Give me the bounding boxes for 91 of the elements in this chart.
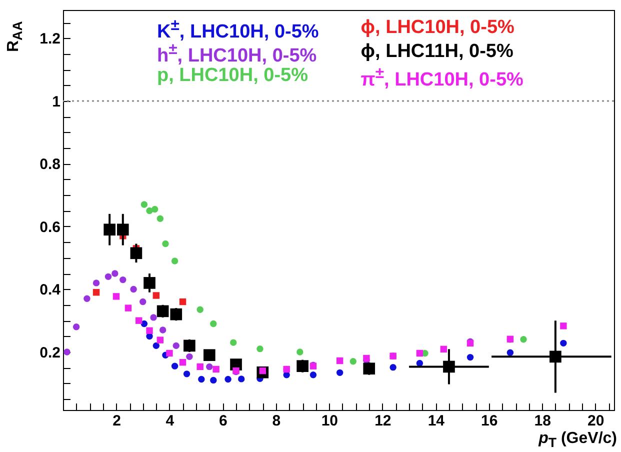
point — [350, 358, 356, 365]
point — [179, 358, 186, 366]
point — [156, 215, 164, 222]
x-tick-label: 4 — [166, 412, 175, 430]
x-tick-label: 18 — [534, 412, 551, 430]
point — [198, 376, 205, 383]
text: K$^{±}$, LHC10H, 0-5% — [157, 17, 319, 42]
point — [162, 240, 169, 248]
point — [152, 292, 160, 299]
y-tick-label: 1.2 — [40, 30, 60, 48]
point — [212, 366, 220, 373]
point — [151, 206, 158, 213]
point — [560, 340, 567, 347]
x-tick-label: 10 — [321, 412, 338, 430]
point — [84, 295, 90, 302]
point — [140, 298, 146, 306]
point — [179, 298, 186, 306]
text: h$^{±}$, LHC10H, 0-5% — [157, 41, 318, 66]
point — [104, 273, 112, 280]
point — [296, 360, 308, 372]
point — [196, 306, 204, 313]
point — [124, 304, 132, 312]
y-tick-label: 0.8 — [40, 156, 60, 174]
point — [120, 276, 126, 284]
point — [170, 308, 182, 320]
point — [416, 350, 424, 357]
x-tick-label: 12 — [374, 412, 392, 430]
point — [72, 324, 80, 330]
point — [560, 322, 567, 330]
point — [171, 362, 178, 370]
point — [238, 376, 245, 382]
text: π$^{±}$, LHC10H, 0-5% — [360, 65, 524, 90]
text: ϕ, LHC10H, 0-5% — [360, 17, 516, 40]
point — [206, 363, 213, 370]
point — [140, 320, 148, 328]
point — [230, 339, 237, 346]
x-axis-title: p$_{T}$ (GeV/c) — [538, 430, 617, 450]
x-tick-label: 2 — [112, 412, 121, 430]
point — [152, 342, 160, 350]
point — [130, 247, 142, 260]
y-tick-label: 0.4 — [40, 282, 62, 299]
point — [64, 348, 70, 356]
point — [112, 293, 120, 300]
point — [336, 357, 344, 364]
point — [140, 201, 148, 208]
point — [112, 270, 118, 277]
point — [184, 340, 196, 352]
x-tick-label: 6 — [219, 412, 228, 430]
y-tick-label: 0.6 — [40, 218, 60, 236]
x-tick-label: 16 — [481, 412, 498, 430]
text: ϕ, LHC11H, 0-5% — [360, 41, 514, 64]
point — [156, 336, 164, 344]
point — [104, 224, 116, 236]
point — [203, 349, 216, 362]
point — [506, 349, 514, 356]
point — [144, 277, 156, 289]
point — [440, 346, 447, 352]
point — [92, 289, 100, 296]
point — [146, 327, 153, 334]
point — [150, 314, 157, 321]
point — [210, 320, 217, 328]
point — [183, 370, 190, 378]
y-tick-label: 1 — [52, 93, 60, 110]
text: p, LHC10H, 0-5% — [157, 65, 309, 88]
point — [390, 364, 396, 371]
point — [296, 348, 304, 356]
point — [159, 326, 166, 334]
point — [210, 376, 217, 384]
y-tick-label: 0.2 — [40, 344, 60, 362]
point — [156, 305, 169, 318]
point — [166, 350, 173, 357]
point — [550, 350, 562, 363]
point — [224, 376, 232, 383]
point — [92, 280, 100, 286]
point — [336, 369, 344, 376]
point — [310, 372, 317, 378]
point — [466, 354, 474, 361]
point — [363, 362, 376, 375]
point — [196, 363, 204, 370]
point — [172, 342, 180, 350]
point — [116, 224, 129, 236]
x-tick-label: 20 — [588, 412, 604, 430]
point — [443, 360, 455, 373]
point — [130, 286, 137, 293]
point — [136, 317, 142, 324]
point — [186, 353, 193, 360]
x-tick-label: 8 — [272, 412, 281, 430]
point — [256, 345, 264, 352]
x-tick-label: 14 — [428, 412, 446, 430]
point — [520, 336, 527, 343]
point — [171, 258, 178, 264]
